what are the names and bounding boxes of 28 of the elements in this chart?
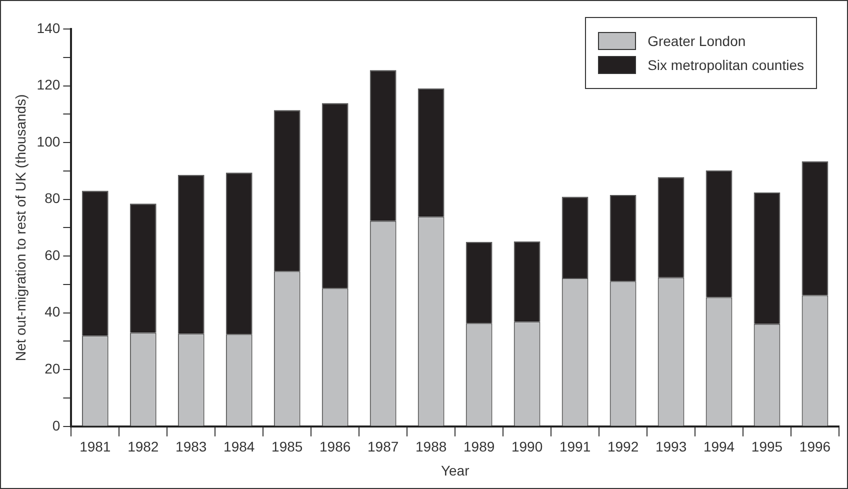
x-tick-label: 1991 [559,438,591,455]
legend-label: Greater London [648,33,746,49]
x-tick-label: 1993 [655,438,687,455]
x-tick-label: 1987 [368,438,399,455]
x-tick-label: 1990 [511,438,543,455]
y-tick-label: 140 [36,20,60,36]
x-tick-label: 1984 [224,438,255,455]
x-axis-title: Year [440,462,470,478]
y-tick-label: 120 [36,76,60,93]
y-tick-label: 100 [36,133,60,150]
x-tick-label: 1995 [751,438,783,455]
y-axis-title: Net out-migration to rest of UK (thousands) [12,94,28,362]
x-tick-label: 1989 [463,438,495,455]
legend-label: Six metropolitan counties [648,57,804,73]
y-tick-label: 0 [52,417,60,434]
x-tick-label: 1988 [416,438,447,455]
x-tick-label: 1981 [80,438,111,455]
y-tick-label: 80 [44,190,60,206]
x-tick-label: 1992 [607,438,639,455]
x-tick-label: 1994 [703,438,735,455]
y-tick-label: 40 [44,304,60,320]
x-tick-label: 1985 [272,438,303,455]
x-tick-label: 1986 [320,438,351,455]
y-tick-label: 60 [44,246,60,263]
x-tick-label: 1996 [799,438,831,455]
x-tick-label: 1982 [128,438,159,455]
y-tick-label: 20 [44,360,60,376]
x-tick-label: 1983 [176,438,207,455]
